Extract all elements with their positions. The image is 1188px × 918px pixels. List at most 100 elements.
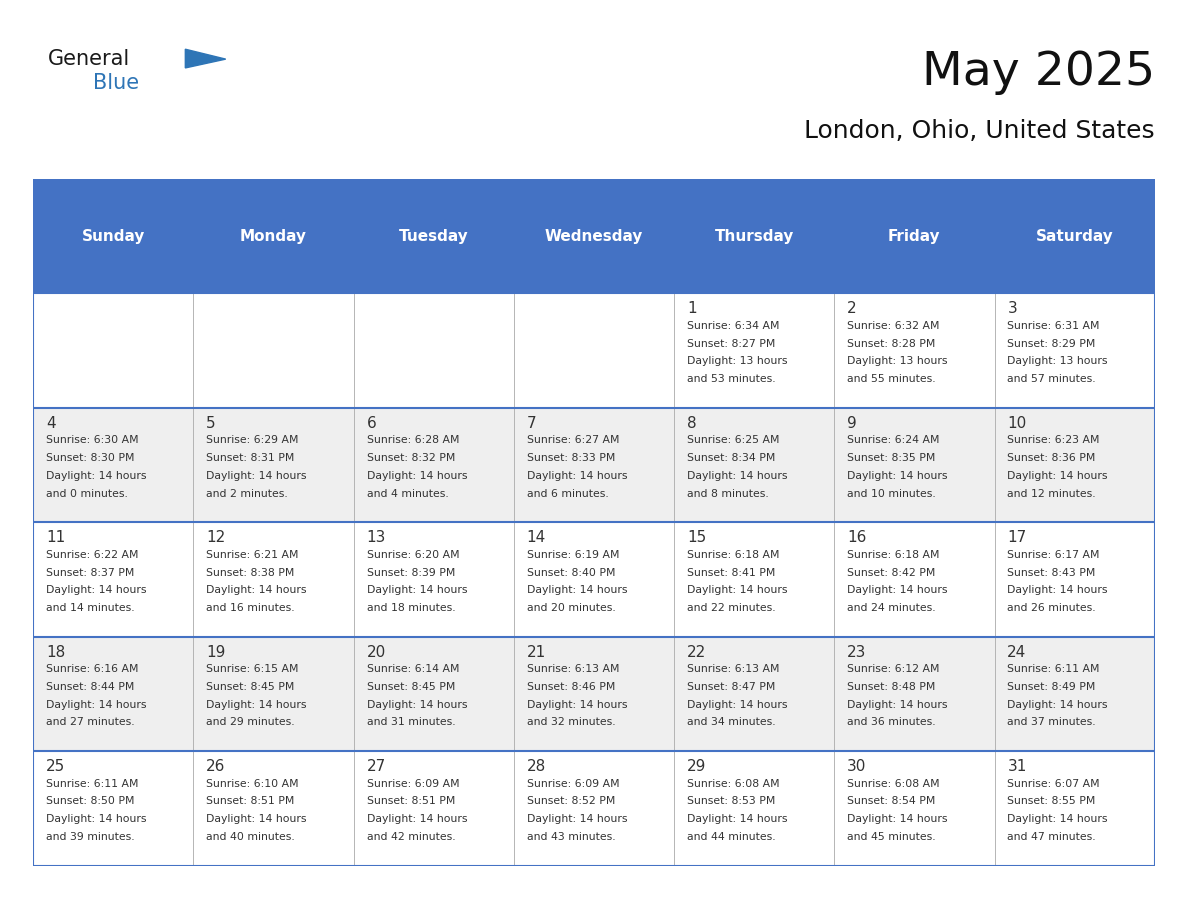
- Text: Daylight: 14 hours: Daylight: 14 hours: [687, 586, 788, 595]
- Text: Daylight: 13 hours: Daylight: 13 hours: [847, 356, 948, 366]
- Text: Daylight: 14 hours: Daylight: 14 hours: [1007, 700, 1108, 710]
- Text: Daylight: 14 hours: Daylight: 14 hours: [46, 471, 146, 481]
- Text: 24: 24: [1007, 644, 1026, 660]
- Text: Sunset: 8:51 PM: Sunset: 8:51 PM: [367, 797, 455, 806]
- Text: 9: 9: [847, 416, 857, 431]
- Text: Sunrise: 6:21 AM: Sunrise: 6:21 AM: [207, 550, 299, 560]
- Text: Daylight: 14 hours: Daylight: 14 hours: [46, 814, 146, 824]
- Text: Sunset: 8:35 PM: Sunset: 8:35 PM: [847, 453, 935, 463]
- Text: Sunrise: 6:11 AM: Sunrise: 6:11 AM: [46, 778, 139, 789]
- Text: Sunrise: 6:20 AM: Sunrise: 6:20 AM: [367, 550, 459, 560]
- Text: Sunrise: 6:12 AM: Sunrise: 6:12 AM: [847, 665, 940, 674]
- Text: and 26 minutes.: and 26 minutes.: [1007, 603, 1097, 613]
- Text: 15: 15: [687, 531, 706, 545]
- Text: 18: 18: [46, 644, 65, 660]
- Text: Daylight: 14 hours: Daylight: 14 hours: [367, 814, 467, 824]
- Text: and 8 minutes.: and 8 minutes.: [687, 488, 769, 498]
- Text: Daylight: 14 hours: Daylight: 14 hours: [847, 471, 948, 481]
- Text: Tuesday: Tuesday: [399, 229, 468, 244]
- Text: Daylight: 14 hours: Daylight: 14 hours: [207, 814, 307, 824]
- Text: Daylight: 14 hours: Daylight: 14 hours: [526, 586, 627, 595]
- Text: Sunset: 8:32 PM: Sunset: 8:32 PM: [367, 453, 455, 463]
- Text: and 43 minutes.: and 43 minutes.: [526, 832, 615, 842]
- Text: 17: 17: [1007, 531, 1026, 545]
- Text: and 44 minutes.: and 44 minutes.: [687, 832, 776, 842]
- Text: Sunrise: 6:10 AM: Sunrise: 6:10 AM: [207, 778, 299, 789]
- Text: Daylight: 14 hours: Daylight: 14 hours: [526, 700, 627, 710]
- Text: and 14 minutes.: and 14 minutes.: [46, 603, 134, 613]
- Bar: [33, 294, 1155, 408]
- Text: Sunrise: 6:19 AM: Sunrise: 6:19 AM: [526, 550, 619, 560]
- Text: Sunset: 8:28 PM: Sunset: 8:28 PM: [847, 339, 935, 349]
- Bar: [33, 408, 1155, 522]
- Text: 10: 10: [1007, 416, 1026, 431]
- Text: Sunset: 8:36 PM: Sunset: 8:36 PM: [1007, 453, 1095, 463]
- Text: Saturday: Saturday: [1036, 229, 1113, 244]
- Text: Sunset: 8:42 PM: Sunset: 8:42 PM: [847, 567, 935, 577]
- Text: 26: 26: [207, 759, 226, 774]
- Bar: [33, 751, 1155, 866]
- Text: Sunrise: 6:18 AM: Sunrise: 6:18 AM: [847, 550, 940, 560]
- Text: and 37 minutes.: and 37 minutes.: [1007, 718, 1097, 727]
- Text: Sunset: 8:47 PM: Sunset: 8:47 PM: [687, 682, 776, 692]
- Text: Sunrise: 6:13 AM: Sunrise: 6:13 AM: [526, 665, 619, 674]
- Text: Sunrise: 6:09 AM: Sunrise: 6:09 AM: [526, 778, 619, 789]
- Text: Sunset: 8:49 PM: Sunset: 8:49 PM: [1007, 682, 1095, 692]
- Text: Sunset: 8:31 PM: Sunset: 8:31 PM: [207, 453, 295, 463]
- Text: 29: 29: [687, 759, 707, 774]
- Text: Sunset: 8:39 PM: Sunset: 8:39 PM: [367, 567, 455, 577]
- Text: Sunset: 8:37 PM: Sunset: 8:37 PM: [46, 567, 134, 577]
- Text: Sunrise: 6:08 AM: Sunrise: 6:08 AM: [687, 778, 779, 789]
- Text: 7: 7: [526, 416, 536, 431]
- Text: Sunrise: 6:17 AM: Sunrise: 6:17 AM: [1007, 550, 1100, 560]
- Text: Daylight: 14 hours: Daylight: 14 hours: [46, 700, 146, 710]
- Text: Sunset: 8:53 PM: Sunset: 8:53 PM: [687, 797, 776, 806]
- Text: 28: 28: [526, 759, 546, 774]
- Text: Daylight: 14 hours: Daylight: 14 hours: [687, 471, 788, 481]
- Text: and 53 minutes.: and 53 minutes.: [687, 375, 776, 384]
- Text: Sunrise: 6:07 AM: Sunrise: 6:07 AM: [1007, 778, 1100, 789]
- Text: 12: 12: [207, 531, 226, 545]
- Text: and 39 minutes.: and 39 minutes.: [46, 832, 134, 842]
- Text: Sunrise: 6:27 AM: Sunrise: 6:27 AM: [526, 435, 619, 445]
- Text: Sunrise: 6:34 AM: Sunrise: 6:34 AM: [687, 321, 779, 330]
- Text: Sunrise: 6:09 AM: Sunrise: 6:09 AM: [367, 778, 459, 789]
- Text: Sunrise: 6:11 AM: Sunrise: 6:11 AM: [1007, 665, 1100, 674]
- Text: 23: 23: [847, 644, 866, 660]
- Text: Daylight: 14 hours: Daylight: 14 hours: [1007, 814, 1108, 824]
- Text: 3: 3: [1007, 301, 1017, 317]
- Text: Monday: Monday: [240, 229, 307, 244]
- Text: Daylight: 14 hours: Daylight: 14 hours: [687, 814, 788, 824]
- Text: 21: 21: [526, 644, 546, 660]
- Text: Daylight: 14 hours: Daylight: 14 hours: [367, 700, 467, 710]
- Bar: [33, 522, 1155, 637]
- Text: and 57 minutes.: and 57 minutes.: [1007, 375, 1097, 384]
- Bar: [33, 637, 1155, 751]
- Text: Sunrise: 6:16 AM: Sunrise: 6:16 AM: [46, 665, 139, 674]
- Text: Sunset: 8:44 PM: Sunset: 8:44 PM: [46, 682, 134, 692]
- Text: Sunday: Sunday: [82, 229, 145, 244]
- Text: and 47 minutes.: and 47 minutes.: [1007, 832, 1097, 842]
- Text: 11: 11: [46, 531, 65, 545]
- Text: 5: 5: [207, 416, 216, 431]
- Text: 20: 20: [367, 644, 386, 660]
- Text: Blue: Blue: [93, 73, 139, 94]
- Text: Daylight: 13 hours: Daylight: 13 hours: [1007, 356, 1108, 366]
- Bar: [33, 179, 1155, 294]
- Text: 8: 8: [687, 416, 696, 431]
- Text: Daylight: 14 hours: Daylight: 14 hours: [526, 471, 627, 481]
- Text: Daylight: 14 hours: Daylight: 14 hours: [46, 586, 146, 595]
- Text: Sunset: 8:40 PM: Sunset: 8:40 PM: [526, 567, 615, 577]
- Text: May 2025: May 2025: [922, 50, 1155, 95]
- Text: Daylight: 13 hours: Daylight: 13 hours: [687, 356, 788, 366]
- Text: and 24 minutes.: and 24 minutes.: [847, 603, 936, 613]
- Text: Friday: Friday: [889, 229, 941, 244]
- Text: Sunrise: 6:29 AM: Sunrise: 6:29 AM: [207, 435, 299, 445]
- Text: 2: 2: [847, 301, 857, 317]
- Text: Daylight: 14 hours: Daylight: 14 hours: [367, 471, 467, 481]
- Text: and 12 minutes.: and 12 minutes.: [1007, 488, 1097, 498]
- Text: Sunset: 8:55 PM: Sunset: 8:55 PM: [1007, 797, 1095, 806]
- Text: Daylight: 14 hours: Daylight: 14 hours: [687, 700, 788, 710]
- Text: Daylight: 14 hours: Daylight: 14 hours: [526, 814, 627, 824]
- Text: and 16 minutes.: and 16 minutes.: [207, 603, 295, 613]
